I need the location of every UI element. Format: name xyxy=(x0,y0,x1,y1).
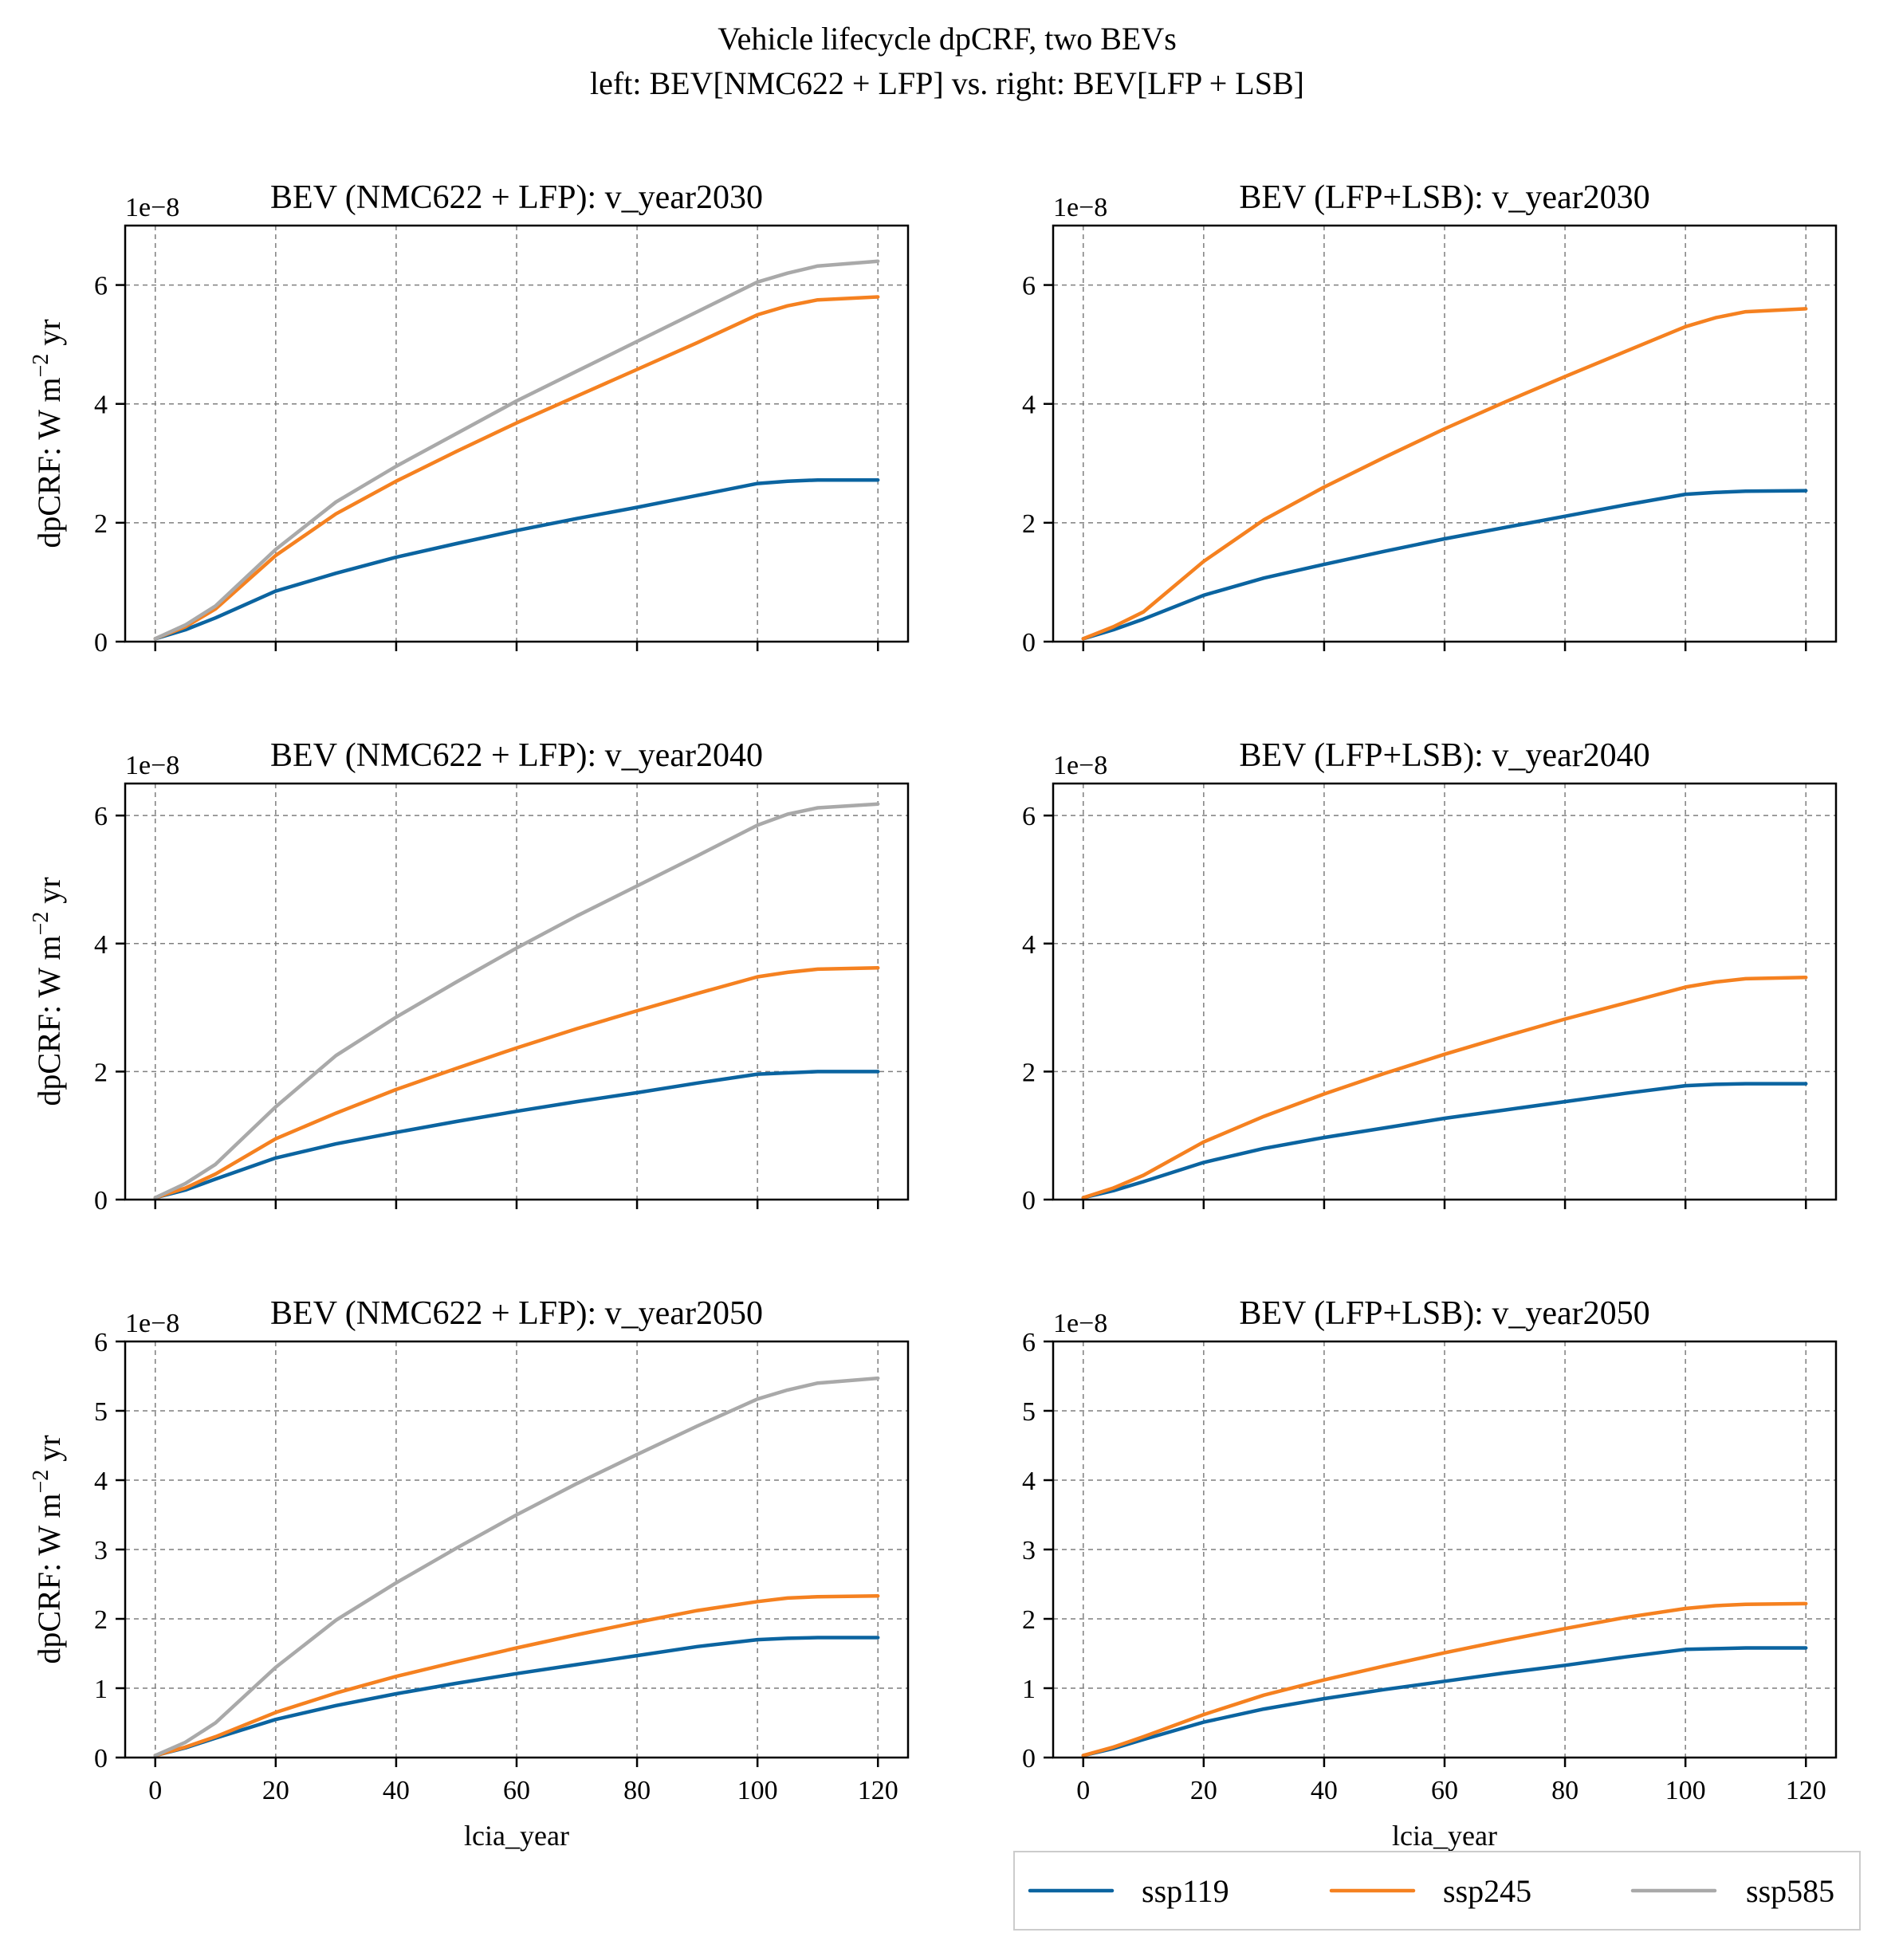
y-tick-label: 3 xyxy=(1022,1536,1036,1565)
y-tick-label: 0 xyxy=(94,628,108,658)
series-line-ssp585 xyxy=(153,259,880,641)
x-tick-label: 80 xyxy=(1551,1776,1579,1805)
y-tick-label: 4 xyxy=(94,391,108,420)
legend: ssp119 ssp245 ssp585 xyxy=(1013,1851,1861,1931)
x-tick-label: 100 xyxy=(1665,1776,1706,1805)
y-axis-exponent: 1e−8 xyxy=(125,1309,179,1338)
legend-label-ssp245: ssp245 xyxy=(1443,1873,1531,1909)
y-tick-label: 2 xyxy=(94,509,108,539)
subplot-title: BEV (LFP+LSB): v_year2030 xyxy=(1239,179,1649,216)
y-tick-label: 0 xyxy=(94,1186,108,1216)
series-line-ssp119 xyxy=(153,477,880,641)
x-tick-label: 20 xyxy=(1190,1776,1217,1805)
y-tick-label: 2 xyxy=(1022,1605,1036,1635)
legend-label-ssp119: ssp119 xyxy=(1142,1873,1229,1909)
y-tick-label: 4 xyxy=(1022,930,1036,960)
y-tick-label: 2 xyxy=(1022,509,1036,539)
series-line-ssp245 xyxy=(1081,1601,1808,1758)
y-tick-label: 0 xyxy=(94,1744,108,1773)
y-tick-label: 6 xyxy=(94,1328,108,1357)
y-tick-label: 0 xyxy=(1022,1744,1036,1773)
y-tick-label: 4 xyxy=(94,930,108,960)
x-tick-label: 0 xyxy=(1076,1776,1090,1805)
series-line-ssp119 xyxy=(1081,1646,1808,1758)
series-line-ssp119 xyxy=(153,1070,880,1200)
x-axis-label: lcia_year xyxy=(1392,1820,1497,1852)
y-tick-label: 4 xyxy=(1022,391,1036,420)
plot-frame xyxy=(1052,1340,1838,1759)
subplot-grid: 0 2 4 6 BEV (NMC622 + LFP): v_year2030 1e−8 dp… xyxy=(29,179,1838,1852)
x-tick-label: 100 xyxy=(737,1776,778,1805)
y-tick-label: 6 xyxy=(1022,1328,1036,1357)
plot-frame xyxy=(124,782,910,1201)
y-axis-exponent: 1e−8 xyxy=(1053,193,1107,222)
x-tick-label: 40 xyxy=(383,1776,410,1805)
y-axis-exponent: 1e−8 xyxy=(125,193,179,222)
y-tick-label: 5 xyxy=(1022,1397,1036,1427)
legend-frame xyxy=(1013,1851,1861,1931)
plot-frame xyxy=(1052,782,1838,1201)
x-tick-label: 120 xyxy=(858,1776,898,1805)
subplot-title: BEV (LFP+LSB): v_year2050 xyxy=(1239,1295,1649,1332)
y-tick-label: 6 xyxy=(94,272,108,301)
subplot-title: BEV (NMC622 + LFP): v_year2040 xyxy=(270,737,763,774)
subplot-4: 0 2 4 6 BEV (LFP+LSB): v_year2040 1e−8 xyxy=(1022,737,1838,1216)
plot-frame xyxy=(124,224,910,643)
y-axis-label: dpCRF: W m−2 yr xyxy=(29,877,68,1106)
series-line-ssp245 xyxy=(153,966,880,1200)
x-tick-label: 20 xyxy=(262,1776,289,1805)
series-line-ssp585 xyxy=(153,1376,880,1758)
y-tick-label: 6 xyxy=(94,802,108,831)
y-tick-label: 2 xyxy=(94,1605,108,1635)
subplot-3: 0 2 4 6 BEV (NMC622 + LFP): v_year2040 1e−8 dp… xyxy=(29,737,910,1216)
series-line-ssp245 xyxy=(153,1594,880,1758)
x-tick-label: 60 xyxy=(1431,1776,1458,1805)
series-line-ssp585 xyxy=(153,802,880,1200)
figure-title-line1: Vehicle lifecycle dpCRF, two BEVs xyxy=(718,21,1177,57)
legend-label-ssp585: ssp585 xyxy=(1746,1873,1834,1909)
series-line-ssp245 xyxy=(1081,307,1808,641)
y-tick-label: 6 xyxy=(1022,272,1036,301)
series-line-ssp119 xyxy=(1081,1082,1808,1200)
figure-title-line2: left: BEV[NMC622 + LFP] vs. right: BEV[L… xyxy=(590,65,1304,101)
plot-frame xyxy=(1052,224,1838,643)
subplot-title: BEV (LFP+LSB): v_year2040 xyxy=(1239,737,1649,774)
series-line-ssp245 xyxy=(153,295,880,641)
y-tick-label: 1 xyxy=(94,1675,108,1704)
y-tick-label: 5 xyxy=(94,1397,108,1427)
series-line-ssp245 xyxy=(1081,976,1808,1200)
plot-frame xyxy=(124,1340,910,1759)
series-line-ssp119 xyxy=(153,1636,880,1758)
subplot-6: 0 20 40 60 80 100 120 0 1 2 3 4 5 6 BEV (LFP+LSB): v_y… xyxy=(1022,1295,1838,1852)
subplot-title: BEV (NMC622 + LFP): v_year2030 xyxy=(270,179,763,216)
y-tick-label: 6 xyxy=(1022,802,1036,831)
subplot-title: BEV (NMC622 + LFP): v_year2050 xyxy=(270,1295,763,1332)
y-axis-exponent: 1e−8 xyxy=(125,751,179,780)
subplot-1: 0 2 4 6 BEV (NMC622 + LFP): v_year2030 1e−8 dp… xyxy=(29,179,910,658)
y-tick-label: 0 xyxy=(1022,628,1036,658)
series-line-ssp119 xyxy=(1081,489,1808,641)
y-tick-label: 2 xyxy=(94,1058,108,1087)
y-tick-label: 4 xyxy=(1022,1467,1036,1496)
y-tick-label: 3 xyxy=(94,1536,108,1565)
subplot-2: 0 2 4 6 BEV (LFP+LSB): v_year2030 1e−8 xyxy=(1022,179,1838,658)
y-tick-label: 2 xyxy=(1022,1058,1036,1087)
y-axis-label: dpCRF: W m−2 yr xyxy=(29,1435,68,1663)
subplot-5: 0 20 40 60 80 100 120 0 1 2 3 4 5 6 BEV (NMC622 + LFP)… xyxy=(29,1295,910,1852)
y-tick-label: 0 xyxy=(1022,1186,1036,1216)
x-axis-label: lcia_year xyxy=(464,1820,569,1852)
x-tick-label: 60 xyxy=(503,1776,530,1805)
x-tick-label: 40 xyxy=(1311,1776,1338,1805)
y-axis-exponent: 1e−8 xyxy=(1053,1309,1107,1338)
y-tick-label: 1 xyxy=(1022,1675,1036,1704)
y-tick-label: 4 xyxy=(94,1467,108,1496)
x-tick-label: 120 xyxy=(1786,1776,1826,1805)
y-axis-label: dpCRF: W m−2 yr xyxy=(29,319,68,548)
x-tick-label: 80 xyxy=(623,1776,651,1805)
y-axis-exponent: 1e−8 xyxy=(1053,751,1107,780)
x-tick-label: 0 xyxy=(148,1776,162,1805)
